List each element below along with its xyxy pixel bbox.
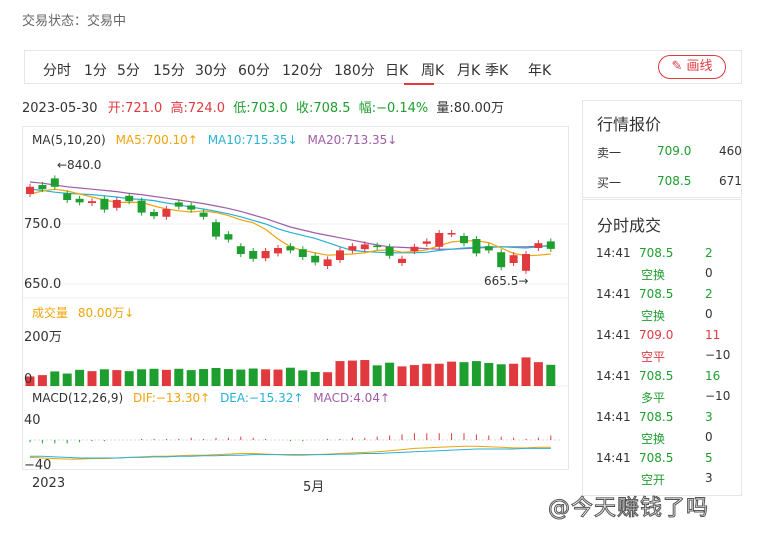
ob-qty: 460: [719, 144, 742, 158]
quote-volume: 量:80.00万: [436, 101, 505, 116]
draw-line-button[interactable]: ✎ 画线: [658, 55, 726, 79]
macd-legend: MACD(12,26,9) DIF:−13.30↑ DEA:−15.32↑ MA…: [32, 391, 390, 405]
low-annotation: 665.5→: [484, 274, 529, 288]
trade-price: 708.5: [639, 246, 674, 260]
trade-time: 14:41: [596, 328, 631, 342]
volume-legend: 成交量 80.00万↓: [32, 304, 134, 321]
trade-price: 709.0: [639, 328, 674, 342]
period-tab[interactable]: 月K: [457, 63, 481, 79]
trade-oi: 3: [705, 471, 713, 485]
orderbook-panel: 行情报价 卖一 709.0 460 买一 708.5 671: [582, 100, 742, 198]
ma-legend: MA(5,10,20) MA5:700.10↑ MA10:715.35↓ MA2…: [32, 133, 397, 147]
dif-value: DIF:−13.30↑: [132, 391, 211, 405]
volume-legend-value: 80.00万↓: [77, 306, 135, 320]
period-tab[interactable]: 1分: [84, 63, 107, 79]
trade-price: 708.5: [639, 410, 674, 424]
period-tab[interactable]: 180分: [334, 63, 375, 79]
quote-low: 低:703.0: [233, 101, 288, 116]
trading-status: 交易状态：交易中: [22, 10, 126, 29]
macd-tick-top: 40: [24, 413, 41, 428]
period-tab[interactable]: 5分: [117, 63, 140, 79]
period-tab[interactable]: 日K: [385, 63, 409, 79]
quote-close: 收:708.5: [295, 101, 351, 116]
trade-type: 空换: [641, 432, 666, 446]
period-tab[interactable]: 周K: [421, 63, 445, 79]
period-tab[interactable]: 30分: [195, 63, 227, 79]
ob-price: 708.5: [657, 174, 692, 188]
draw-line-label: 画线: [686, 59, 713, 74]
trade-type: 空开: [641, 473, 666, 487]
pencil-icon: ✎: [671, 59, 683, 74]
trade-oi: 0: [705, 307, 713, 321]
ob-side: 卖一: [597, 146, 622, 160]
volume-tick-zero: 0: [24, 372, 33, 387]
quote-open: 开:721.0: [107, 101, 163, 116]
trade-volume: 11: [705, 328, 721, 342]
trade-volume: 2: [705, 287, 713, 301]
trade-volume: 16: [705, 369, 721, 383]
ob-price: 709.0: [657, 144, 692, 158]
volume-tick-top: 200万: [24, 330, 62, 345]
trades-panel: 分时成交 14:41 708.5 2 空换 0 14:41 708.5 2 空换 0 14:41 70…: [582, 199, 742, 496]
ob-side: 买一: [597, 176, 622, 190]
high-annotation: ←840.0: [57, 158, 102, 172]
quote-date: 2023-05-30: [22, 101, 98, 116]
trade-oi: −10: [705, 348, 731, 362]
ma10-value: MA10:715.35↓: [207, 133, 298, 147]
ob-qty: 671: [719, 174, 742, 188]
macd-legend-title: MACD(12,26,9): [32, 391, 124, 405]
trade-price: 708.5: [639, 287, 674, 301]
quote-line: 2023-05-30 开:721.0 高:724.0 低:703.0 收:708…: [22, 97, 508, 116]
trades-title: 分时成交: [597, 216, 662, 235]
trade-oi: 0: [705, 266, 713, 280]
period-tab[interactable]: 60分: [238, 63, 270, 79]
trade-time: 14:41: [596, 410, 631, 424]
trade-price: 708.5: [639, 369, 674, 383]
ma20-value: MA20:713.35↓: [307, 133, 398, 147]
trading-status-value: 交易中: [87, 14, 127, 29]
ma5-value: MA5:700.10↑: [115, 133, 198, 147]
quote-change: 幅:−0.14%: [358, 101, 429, 116]
trade-time: 14:41: [596, 369, 631, 383]
x-tick-2023: 2023: [32, 476, 66, 491]
period-tab[interactable]: 120分: [282, 63, 323, 79]
active-period-underline: [404, 83, 434, 85]
trade-volume: 3: [705, 410, 713, 424]
dea-value: DEA:−15.32↑: [220, 391, 304, 405]
kline-chart-panel[interactable]: [22, 126, 569, 470]
period-bar: 分时 1分 5分 15分 30分 60分 120分 180分 日K 周K 月K 季K 年K: [24, 50, 742, 85]
macd-value: MACD:4.04↑: [313, 391, 391, 405]
watermark: @今天赚钱了吗: [547, 496, 710, 522]
price-tick-650: 650.0: [24, 277, 62, 292]
period-tab[interactable]: 年K: [528, 63, 552, 79]
trade-type: 空换: [641, 268, 666, 282]
trade-time: 14:41: [596, 246, 631, 260]
ma-legend-title: MA(5,10,20): [32, 133, 106, 147]
x-tick-may: 5月: [303, 480, 325, 495]
period-tab[interactable]: 15分: [153, 63, 185, 79]
orderbook-row: 买一 708.5 671: [597, 174, 742, 191]
period-tab[interactable]: 季K: [485, 63, 509, 79]
period-tab[interactable]: 分时: [43, 63, 71, 79]
orderbook-row: 卖一 709.0 460: [597, 144, 742, 161]
trade-time: 14:41: [596, 451, 631, 465]
quote-high: 高:724.0: [170, 101, 226, 116]
trade-price: 708.5: [639, 451, 674, 465]
trade-type: 多平: [641, 391, 666, 405]
volume-legend-title: 成交量: [32, 306, 69, 320]
trade-type: 空平: [641, 350, 666, 364]
trade-oi: −10: [705, 389, 731, 403]
trade-volume: 2: [705, 246, 713, 260]
trade-oi: 0: [705, 430, 713, 444]
orderbook-title: 行情报价: [597, 115, 662, 134]
trading-status-label: 交易状态：: [22, 14, 88, 29]
trade-type: 空换: [641, 309, 666, 323]
trade-volume: 5: [705, 451, 713, 465]
trade-time: 14:41: [596, 287, 631, 301]
macd-tick-bottom: −40: [24, 458, 52, 473]
price-tick-750: 750.0: [24, 217, 62, 232]
